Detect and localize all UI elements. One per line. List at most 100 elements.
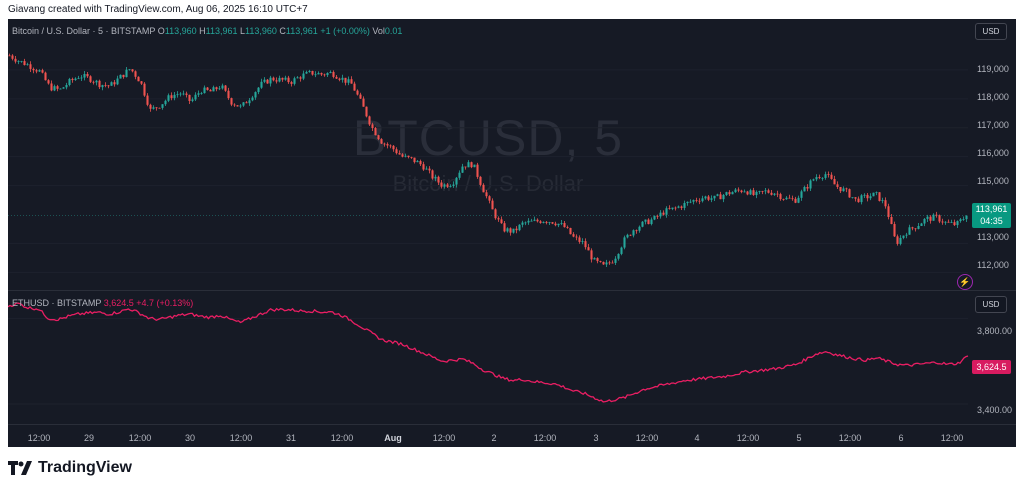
btc-candle-body	[824, 174, 827, 178]
btc-candle-body	[953, 222, 956, 226]
btc-candle-body	[689, 201, 692, 203]
btc-candle-body	[272, 77, 275, 81]
btc-candle-body	[38, 70, 41, 72]
btc-candle-body	[473, 164, 476, 168]
btc-candle-body	[608, 262, 611, 264]
btc-candle-body	[614, 258, 617, 263]
btc-candle-body	[959, 219, 962, 222]
btc-candle-body	[758, 191, 761, 192]
btc-candle-body	[491, 200, 494, 210]
x-tick: 3	[593, 433, 599, 443]
btc-candle-body	[926, 216, 929, 219]
btc-candle-body	[221, 85, 224, 89]
chart-area[interactable]: BTCUSD, 5 Bitcoin / U.S. Dollar Bitcoin …	[8, 19, 1016, 447]
btc-close: 113,961	[285, 26, 318, 36]
btc-candle-body	[422, 164, 425, 170]
btc-candle-body	[320, 73, 323, 75]
btc-candle-body	[293, 78, 296, 84]
btc-candle-body	[461, 166, 464, 173]
btc-candle-body	[179, 93, 182, 95]
btc-candle-body	[407, 155, 410, 157]
x-tick: 31	[285, 433, 297, 443]
btc-candle-body	[242, 102, 245, 106]
lightning-icon[interactable]: ⚡	[957, 274, 973, 290]
pane-separator[interactable]	[8, 290, 1016, 291]
btc-candle-body	[734, 189, 737, 193]
btc-candle-body	[599, 261, 602, 262]
btc-candle-body	[125, 69, 128, 78]
btc-candle-body	[563, 223, 566, 228]
btc-candle-body	[401, 154, 404, 157]
btc-candle-body	[359, 94, 362, 99]
btc-candle-body	[356, 90, 359, 95]
btc-candle-body	[11, 55, 14, 59]
btc-y-tick: 118,000	[977, 92, 1009, 102]
btc-candle-body	[647, 219, 650, 225]
btc-y-tick: 117,000	[977, 120, 1009, 130]
btc-candle-body	[161, 104, 164, 108]
btc-candle-body	[947, 221, 950, 223]
btc-candle-body	[227, 90, 230, 99]
btc-candle-body	[23, 61, 26, 66]
x-tick: 12:00	[330, 433, 354, 443]
btc-candle-body	[806, 187, 809, 189]
btc-candle-body	[149, 104, 152, 109]
eth-y-tick: 3,400.00	[977, 405, 1013, 415]
eth-change: +4.7 (+0.13%)	[136, 298, 194, 308]
btc-candle-body	[305, 71, 308, 74]
btc-candle-body	[905, 234, 908, 236]
btc-candle-body	[878, 192, 881, 201]
btc-last-price: 113,961	[975, 204, 1008, 214]
btc-low: 113,960	[245, 26, 277, 36]
btc-candle-body	[224, 85, 227, 91]
brand-name: TradingView	[38, 459, 132, 476]
tradingview-logo-icon	[8, 461, 32, 475]
btc-candle-body	[914, 228, 917, 230]
btc-candle-body	[632, 230, 635, 236]
btc-candle-body	[923, 218, 926, 224]
chart-canvas[interactable]	[8, 19, 1016, 447]
x-tick: 12:00	[533, 433, 557, 443]
btc-candle-body	[137, 76, 140, 82]
btc-candle-body	[671, 207, 674, 209]
btc-candle-body	[371, 124, 374, 129]
btc-l-label: L	[240, 26, 246, 36]
btc-candle-body	[437, 176, 440, 183]
btc-candle-body	[536, 219, 539, 222]
btc-candle-body	[182, 93, 185, 95]
btc-candle-body	[584, 241, 587, 248]
eth-currency-button[interactable]: USD	[975, 296, 1007, 313]
btc-currency-button[interactable]: USD	[975, 23, 1007, 40]
btc-candle-body	[200, 93, 203, 94]
btc-candle-body	[881, 200, 884, 201]
btc-candle-body	[350, 79, 353, 84]
btc-candle-body	[206, 87, 209, 90]
btc-candle-body	[386, 144, 389, 146]
btc-candle-body	[257, 87, 260, 93]
btc-candle-body	[335, 76, 338, 79]
btc-candle-body	[212, 87, 215, 92]
btc-y-tick: 112,000	[977, 260, 1009, 270]
btc-candle-body	[695, 200, 698, 201]
btc-candle-body	[218, 88, 221, 90]
btc-o-label: O	[157, 26, 165, 36]
btc-candle-body	[362, 98, 365, 107]
btc-candle-body	[341, 77, 344, 80]
btc-candle-body	[863, 194, 866, 196]
btc-candle-body	[866, 194, 869, 199]
btc-candle-body	[554, 223, 557, 226]
btc-candle-body	[620, 247, 623, 254]
btc-candle-body	[656, 215, 659, 217]
btc-candle-body	[452, 184, 455, 186]
tradingview-logo[interactable]: TradingView	[8, 459, 132, 477]
eth-title: ETHUSD · BITSTAMP	[12, 298, 102, 308]
btc-candle-body	[812, 179, 815, 181]
btc-candle-body	[425, 168, 428, 170]
x-tick: 12:00	[635, 433, 659, 443]
btc-candle-body	[848, 189, 851, 198]
btc-candle-body	[677, 206, 680, 208]
btc-candle-body	[416, 161, 419, 163]
btc-candle-body	[719, 194, 722, 200]
btc-candle-body	[62, 87, 65, 89]
btc-candle-body	[20, 61, 23, 62]
